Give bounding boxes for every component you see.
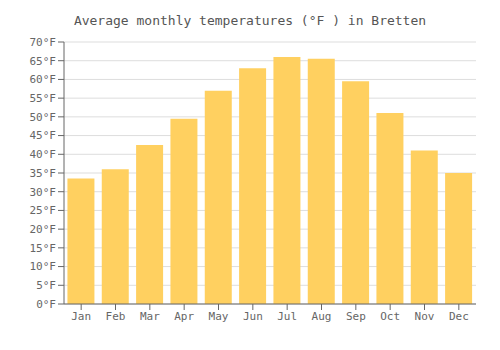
svg-text:Mar: Mar [140,310,160,323]
svg-text:65°F: 65°F [30,55,57,68]
svg-text:25°F: 25°F [30,204,57,217]
svg-text:35°F: 35°F [30,167,57,180]
svg-text:15°F: 15°F [30,242,57,255]
svg-text:50°F: 50°F [30,111,57,124]
svg-text:Dec: Dec [449,310,469,323]
svg-text:5°F: 5°F [36,279,56,292]
svg-text:0°F: 0°F [36,298,56,311]
svg-text:May: May [209,310,229,323]
html-text:Average monthly temperatures (: Average monthly temperatures (°F ) in Br… [73,13,427,28]
svg-text:Oct: Oct [380,310,400,323]
svg-text:Jun: Jun [243,310,263,323]
svg-text:45°F: 45°F [30,129,57,142]
svg-text:55°F: 55°F [30,92,57,105]
svg-text:60°F: 60°F [30,73,57,86]
svg-text:70°F: 70°F [30,36,57,49]
svg-text:10°F: 10°F [30,260,57,273]
svg-text:Feb: Feb [106,310,126,323]
svg-text:30°F: 30°F [30,186,57,199]
svg-text:Jan: Jan [71,310,91,323]
svg-text:Aug: Aug [312,310,332,323]
svg-text:Jul: Jul [277,310,297,323]
svg-text:20°F: 20°F [30,223,57,236]
svg-text:Nov: Nov [415,310,435,323]
svg-text:Sep: Sep [346,310,366,323]
svg-text:Apr: Apr [174,310,194,323]
svg-text:40°F: 40°F [30,148,57,161]
